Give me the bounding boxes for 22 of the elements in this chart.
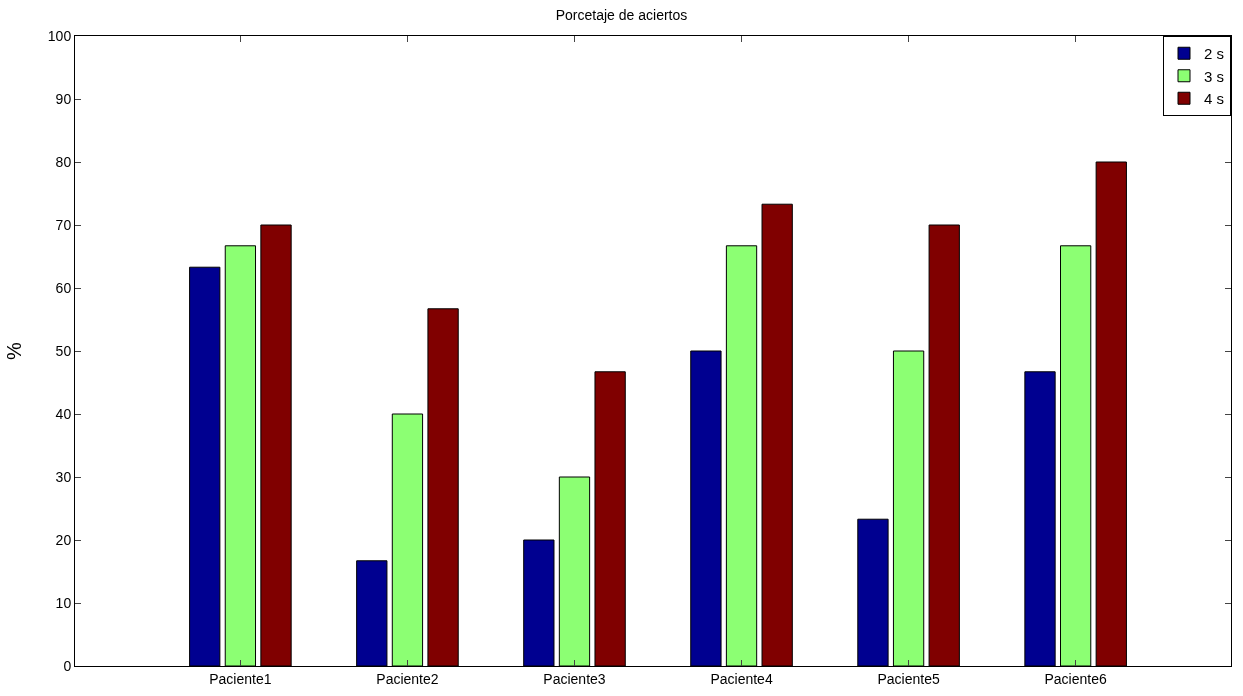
y-tick-label: 80 bbox=[55, 153, 72, 170]
legend-label: 3 s bbox=[1204, 67, 1225, 85]
y-axis-title: % bbox=[3, 341, 26, 360]
y-tick-label: 70 bbox=[55, 216, 72, 233]
y-tick-label: 0 bbox=[63, 657, 72, 674]
legend-label: 4 s bbox=[1204, 90, 1225, 108]
x-tick-label: Paciente6 bbox=[1044, 670, 1107, 687]
y-tick-label: 10 bbox=[55, 594, 72, 611]
x-tick-label: Paciente3 bbox=[543, 670, 606, 687]
y-tick-label: 100 bbox=[47, 27, 72, 44]
x-tick-label: Paciente4 bbox=[710, 670, 773, 687]
y-tick-label: 20 bbox=[55, 531, 72, 548]
chart-title: Porcetaje de aciertos bbox=[555, 7, 688, 24]
y-tick-label: 50 bbox=[55, 342, 72, 359]
y-tick-label: 90 bbox=[55, 90, 72, 107]
y-tick-label: 60 bbox=[55, 279, 72, 296]
y-tick-label: 30 bbox=[55, 468, 72, 485]
x-tick-label: Paciente5 bbox=[877, 670, 940, 687]
x-tick-label: Paciente1 bbox=[209, 670, 272, 687]
y-tick-label: 40 bbox=[55, 405, 72, 422]
x-tick-label: Paciente2 bbox=[376, 670, 439, 687]
legend-label: 2 s bbox=[1204, 45, 1225, 63]
